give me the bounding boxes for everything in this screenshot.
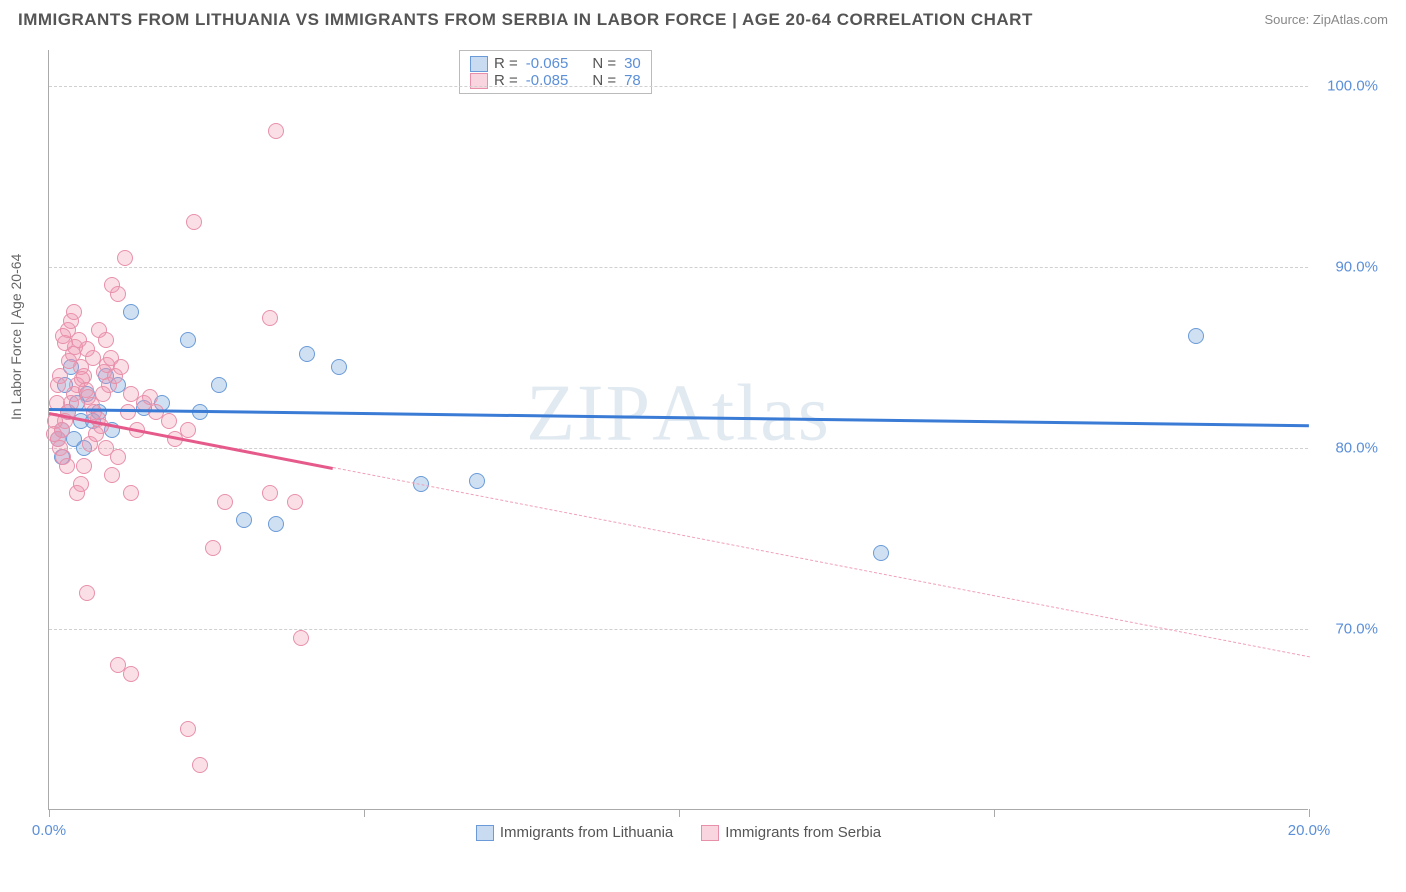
y-tick-label: 100.0% [1318,78,1378,95]
r-label: R = [494,55,518,72]
n-value: 30 [624,55,641,72]
data-point [161,413,177,429]
data-point [117,250,133,266]
data-point [123,666,139,682]
data-point [110,286,126,302]
data-point [268,516,284,532]
source-label: Source: ZipAtlas.com [1264,12,1388,27]
data-point [55,328,71,344]
y-axis-label: In Labor Force | Age 20-64 [8,254,24,420]
x-tick-label: 0.0% [32,822,66,839]
legend-swatch [476,825,494,841]
x-tick [679,809,680,817]
data-point [50,377,66,393]
legend-label: Immigrants from Lithuania [500,824,673,841]
data-point [186,214,202,230]
legend-label: Immigrants from Serbia [725,824,881,841]
n-label: N = [592,55,616,72]
data-point [180,721,196,737]
data-point [217,494,233,510]
data-point [180,422,196,438]
data-point [180,332,196,348]
x-tick [364,809,365,817]
data-point [211,377,227,393]
y-tick-label: 90.0% [1318,259,1378,276]
gridline [49,267,1308,268]
trend-line [49,408,1309,427]
plot-area: ZIPAtlas R =-0.065N =30R =-0.085N =78 Im… [48,50,1308,810]
data-point [76,458,92,474]
data-point [110,449,126,465]
data-point [123,304,139,320]
data-point [1188,328,1204,344]
data-point [299,346,315,362]
data-point [262,310,278,326]
y-tick-label: 70.0% [1318,621,1378,638]
data-point [236,512,252,528]
legend-swatch [701,825,719,841]
data-point [98,332,114,348]
data-point [113,359,129,375]
x-tick-label: 20.0% [1288,822,1331,839]
data-point [66,304,82,320]
legend-item: Immigrants from Serbia [701,824,881,841]
data-point [262,485,278,501]
data-point [46,426,62,442]
gridline [49,629,1308,630]
data-point [293,630,309,646]
legend-row: R = -0.065 N = 30 [470,55,641,72]
data-point [331,359,347,375]
legend-series: Immigrants from Lithuania Immigrants from… [49,824,1308,841]
x-tick [1309,809,1310,817]
data-point [88,426,104,442]
chart-title: IMMIGRANTS FROM LITHUANIA VS IMMIGRANTS … [18,10,1033,30]
x-tick [49,809,50,817]
data-point [79,585,95,601]
data-point [142,389,158,405]
legend-swatch [470,56,488,72]
legend-item: Immigrants from Lithuania [476,824,673,841]
x-tick [994,809,995,817]
data-point [192,757,208,773]
data-point [123,485,139,501]
data-point [104,467,120,483]
data-point [268,123,284,139]
r-value: -0.065 [526,55,569,72]
data-point [873,545,889,561]
data-point [69,485,85,501]
y-tick-label: 80.0% [1318,440,1378,457]
legend-correlation: R =-0.065N =30R =-0.085N =78 [459,50,652,94]
data-point [287,494,303,510]
data-point [59,458,75,474]
data-point [469,473,485,489]
gridline [49,86,1308,87]
data-point [205,540,221,556]
